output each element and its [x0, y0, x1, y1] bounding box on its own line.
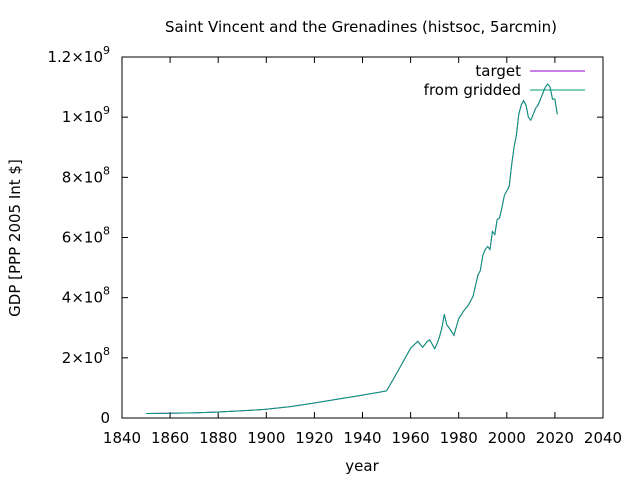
y-tick-label: 1×109: [62, 104, 110, 126]
x-tick-label: 1920: [295, 429, 333, 447]
y-tick-label: 4×108: [62, 285, 110, 307]
y-tick-label-exponent: 9: [103, 104, 110, 117]
y-axis-label: GDP [PPP 2005 Int $]: [6, 159, 24, 317]
y-tick-label-base: 1.2×10: [47, 48, 103, 66]
y-tick-label-exponent: 8: [103, 225, 110, 238]
x-tick-label: 1880: [199, 429, 237, 447]
y-tick-label-exponent: 8: [103, 164, 110, 177]
y-tick-label: 2×108: [62, 345, 110, 367]
x-tick-label: 1860: [151, 429, 189, 447]
y-tick-label: 0: [100, 409, 110, 427]
x-tick-label: 1980: [440, 429, 478, 447]
y-tick-label-base: 8×10: [62, 168, 103, 186]
y-tick-label-base: 1×10: [62, 108, 103, 126]
plot-frame: [121, 56, 604, 419]
y-tick-label-exponent: 8: [103, 345, 110, 358]
y-tick-label-exponent: 9: [103, 44, 110, 57]
series-line-1: [146, 83, 558, 414]
y-tick-label: 8×108: [62, 164, 110, 186]
y-tick-label: 6×108: [62, 225, 110, 247]
x-tick-label: 2040: [584, 429, 622, 447]
x-tick-label: 1840: [103, 429, 141, 447]
legend-label: target: [475, 62, 521, 80]
x-tick-label: 1940: [343, 429, 381, 447]
series-line-0: [146, 83, 558, 414]
series-lines: [146, 83, 558, 414]
x-tick-label: 2000: [488, 429, 526, 447]
x-tick-label: 1900: [247, 429, 285, 447]
x-tick-label: 1960: [392, 429, 430, 447]
legend-label: from gridded: [424, 81, 521, 99]
y-tick-label-exponent: 8: [103, 285, 110, 298]
y-tick-label-base: 6×10: [62, 229, 103, 247]
x-axis-label: year: [345, 457, 379, 475]
y-tick-label-base: 2×10: [62, 349, 103, 367]
y-tick-label-base: 4×10: [62, 289, 103, 307]
y-tick-label: 1.2×109: [47, 44, 110, 66]
chart-title: Saint Vincent and the Grenadines (histso…: [165, 18, 557, 36]
axis-ticks: 1840 1860 1880 1900 1920 1940 1960 1980 2000 2020…: [47, 44, 622, 447]
x-tick-label: 2020: [536, 429, 574, 447]
